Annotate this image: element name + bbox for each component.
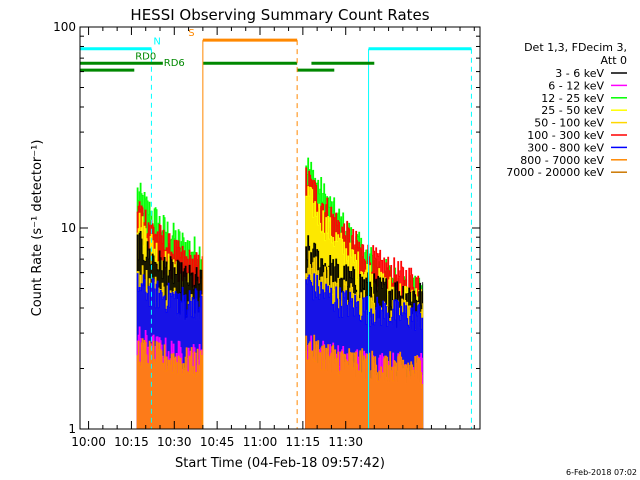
x-tick-label: 11:30: [328, 435, 363, 449]
legend-label: 100 - 300 keV: [527, 129, 604, 142]
y-axis-label: Count Rate (s⁻¹ detector⁻¹): [30, 140, 45, 317]
x-axis-label: Start Time (04-Feb-18 09:57:42): [175, 456, 385, 471]
flag-label-n: N: [153, 37, 160, 48]
data-layer: [136, 157, 424, 429]
series-800-7000-kev: [305, 334, 424, 429]
legend-header: Att 0: [601, 54, 627, 67]
y-tick-label: 1: [68, 422, 76, 436]
legend-header: Det 1,3, FDecim 3,: [524, 41, 627, 54]
legend-label: 6 - 12 keV: [548, 79, 604, 92]
x-tick-label: 11:00: [243, 435, 278, 449]
axis-layer: 10:00 10:15 10:30 10:45 11:00 11:15 11:30 1 10 10…: [53, 20, 480, 449]
x-tick-label: 10:45: [200, 435, 235, 449]
x-tick-label: 11:15: [286, 435, 321, 449]
legend-label: 300 - 800 keV: [527, 141, 604, 154]
legend-label: 12 - 25 keV: [541, 92, 604, 105]
flag-layer: N RD0 RD6 S: [80, 28, 472, 429]
flag-label-s: S: [188, 28, 194, 39]
legend-label: 7000 - 20000 keV: [506, 166, 604, 179]
flag-label-rd0: RD0: [135, 51, 156, 62]
x-tick-label: 10:30: [157, 435, 192, 449]
legend-label: 25 - 50 keV: [541, 104, 604, 117]
legend-label: 3 - 6 keV: [555, 67, 604, 80]
y-tick-label: 10: [61, 221, 76, 235]
legend-label: 50 - 100 keV: [534, 117, 604, 130]
chart-title: HESSI Observing Summary Count Rates: [130, 6, 429, 24]
flag-label-rd6: RD6: [164, 58, 185, 69]
legend-label: 800 - 7000 keV: [520, 154, 604, 167]
y-tick-label: 100: [53, 20, 76, 34]
timestamp: 6-Feb-2018 07:02: [566, 468, 637, 477]
x-tick-label: 10:15: [114, 435, 149, 449]
series-800-7000-kev: [136, 338, 203, 429]
x-tick-label: 10:00: [71, 435, 106, 449]
